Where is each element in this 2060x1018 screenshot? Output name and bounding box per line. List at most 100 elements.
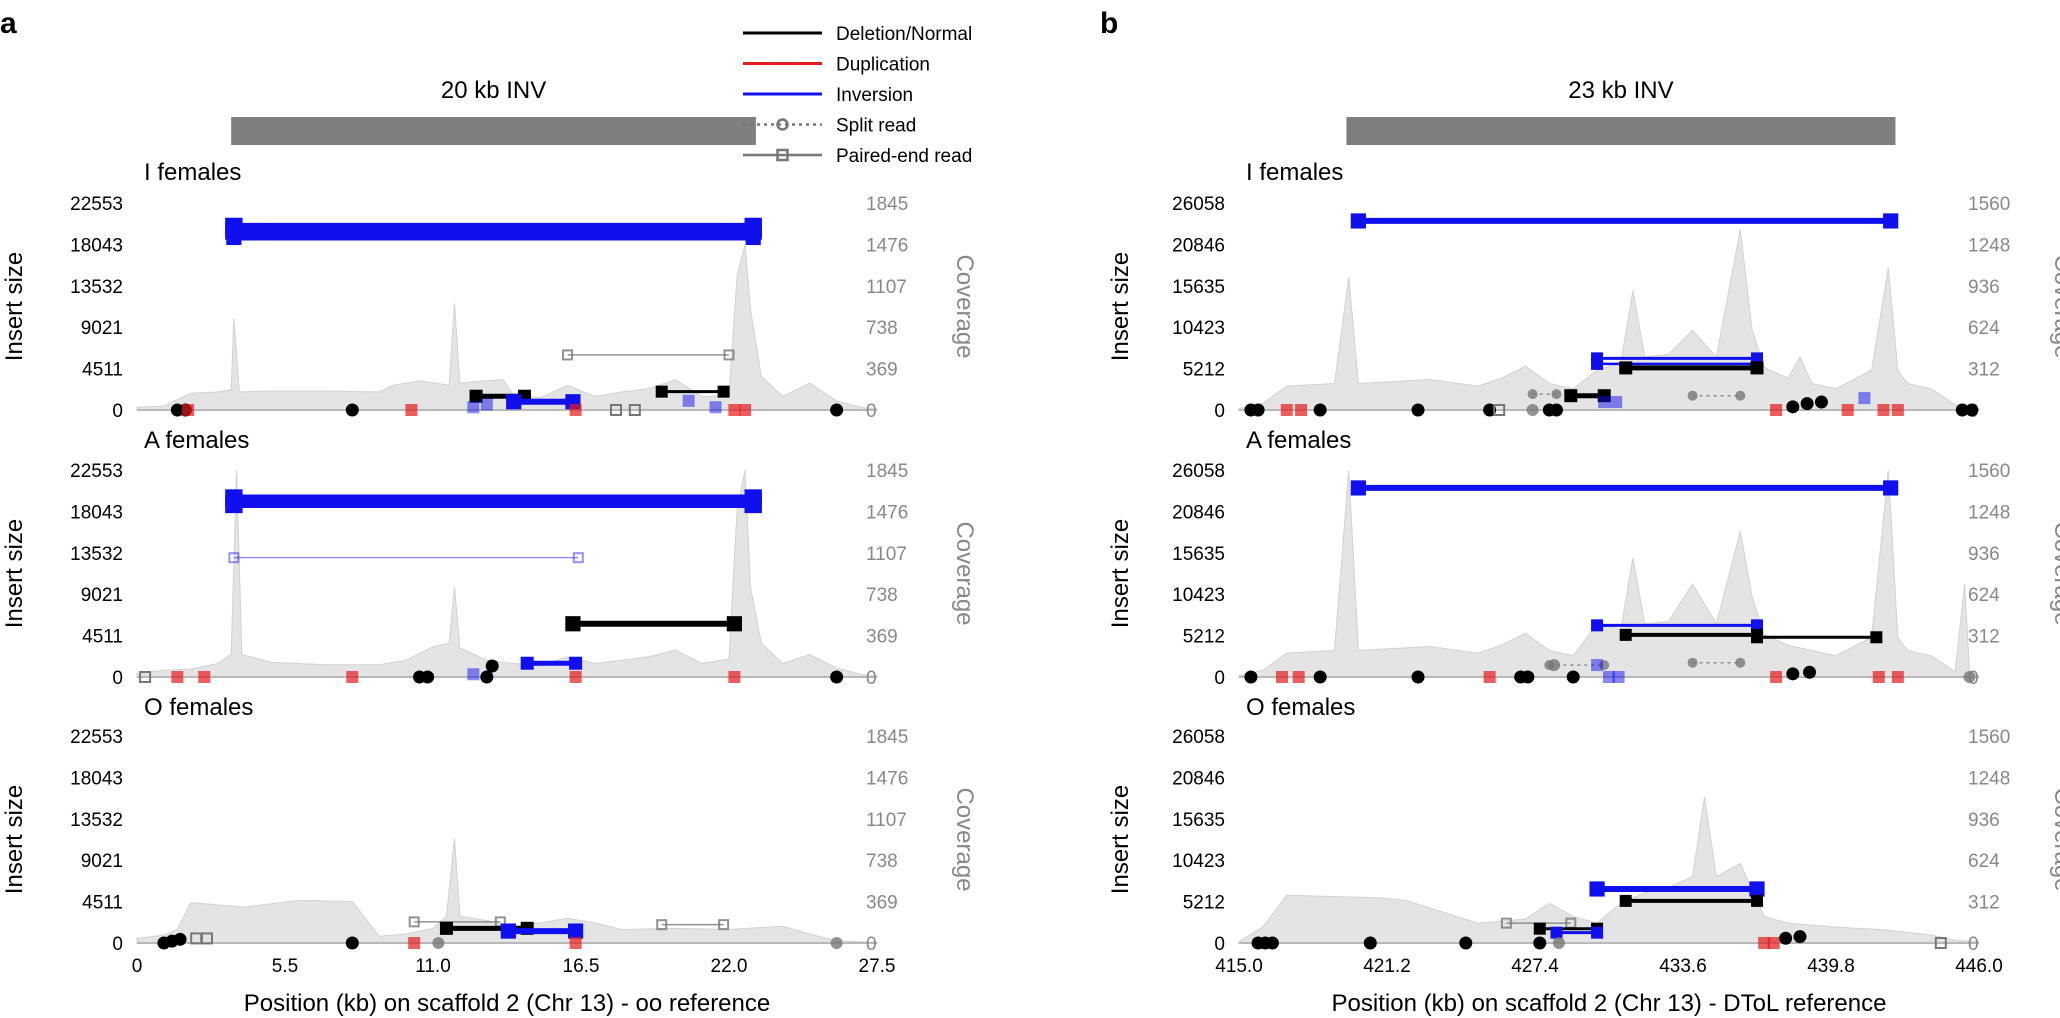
coverage-tick-label: 1560 xyxy=(1968,461,2010,482)
deletion-marker xyxy=(1265,936,1279,950)
split-read-marker xyxy=(432,937,445,949)
split-read-marker xyxy=(1527,389,1538,400)
inversion-bar xyxy=(231,117,756,145)
y-tick-label: 10423 xyxy=(1172,851,1225,872)
coverage-tick-label: 738 xyxy=(866,318,898,339)
read-end-marker xyxy=(565,616,581,632)
paired-end-marker xyxy=(139,671,152,683)
read-end-marker xyxy=(568,923,584,939)
y-tick-label: 10423 xyxy=(1172,585,1225,606)
y-tick-label: 13532 xyxy=(70,544,123,565)
deletion-marker xyxy=(485,659,499,673)
deletion-marker xyxy=(421,670,435,684)
read-end-marker xyxy=(506,394,522,410)
read-end-marker xyxy=(500,923,516,939)
deletion-marker xyxy=(1363,936,1377,950)
read-end-marker xyxy=(520,656,534,670)
inversion-label: 23 kb INV xyxy=(1568,77,1673,104)
read-end-marker xyxy=(718,919,730,931)
row-a-females: A females0521210423156352084626058031262… xyxy=(1107,427,2060,689)
split-read-marker xyxy=(1687,390,1698,401)
read-end-marker xyxy=(1883,480,1899,496)
deletion-marker xyxy=(1955,403,1969,417)
coverage-area xyxy=(1238,229,1980,411)
x-tick-label: 0 xyxy=(132,956,143,977)
split-read-marker xyxy=(1735,390,1746,401)
coverage-tick-label: 936 xyxy=(1968,544,2000,565)
coverage-tick-label: 369 xyxy=(866,893,898,914)
row-title: I females xyxy=(1246,159,1343,186)
coverage-tick-label: 1476 xyxy=(866,502,908,523)
y-tick-label: 26058 xyxy=(1172,461,1225,482)
y-tick-label: 15635 xyxy=(1172,544,1225,565)
coverage-area xyxy=(136,838,878,944)
x-tick-label: 433.6 xyxy=(1659,956,1707,977)
read-end-marker xyxy=(1619,361,1633,375)
y-tick-label: 22553 xyxy=(70,194,123,215)
y-tick-label: 10423 xyxy=(1172,318,1225,339)
y-tick-label: 0 xyxy=(1214,401,1225,422)
inversion-label: 20 kb INV xyxy=(441,77,546,104)
duplication-marker xyxy=(1280,404,1293,416)
read-end-marker xyxy=(1751,894,1763,907)
split-read-marker xyxy=(1552,937,1565,949)
read-end-marker xyxy=(1870,631,1883,644)
y-tick-label: 15635 xyxy=(1172,810,1225,831)
panel-b: b 23 kb INV I females 0 5212 10423 15635 20846 2… xyxy=(1100,7,2060,1017)
coverage-tick-label: 1560 xyxy=(1968,727,2010,748)
inversion-marker xyxy=(709,401,722,414)
y-tick-label: 4511 xyxy=(82,360,123,381)
row-title: A females xyxy=(144,427,249,454)
x-tick-label: 27.5 xyxy=(859,956,896,977)
coverage-area xyxy=(1238,469,1980,678)
row-title: I females xyxy=(144,159,241,186)
coverage-axis-title: Coverage xyxy=(951,787,978,891)
read-end-marker xyxy=(1591,619,1604,632)
inversion-marker xyxy=(1591,659,1604,672)
read-end-marker xyxy=(226,229,242,246)
read-end-marker xyxy=(225,495,243,514)
duplication-marker xyxy=(1872,671,1885,683)
coverage-tick-label: 1476 xyxy=(866,768,908,789)
duplication-marker xyxy=(1295,404,1308,416)
inversion-bar xyxy=(1346,117,1896,145)
read-end-marker xyxy=(1749,881,1765,897)
deletion-marker xyxy=(1244,670,1258,684)
y-tick-label: 15635 xyxy=(1172,277,1225,298)
deletion-marker xyxy=(1566,670,1580,684)
duplication-marker xyxy=(569,671,582,683)
deletion-marker xyxy=(1459,936,1473,950)
duplication-marker xyxy=(1877,404,1890,416)
coverage-tick-label: 624 xyxy=(1968,585,2000,606)
x-tick-label: 415.0 xyxy=(1215,956,1263,977)
coverage-axis-title: Coverage xyxy=(2049,254,2060,358)
read-end-marker xyxy=(655,385,668,398)
legend-label: Deletion/Normal xyxy=(836,24,972,45)
y-tick-label: 0 xyxy=(112,401,123,422)
duplication-marker xyxy=(1891,404,1904,416)
y-axis-title: Insert size xyxy=(1107,519,1134,628)
row-o-females: O females 0 5212 10423 15635 20846 26058 0 312 62… xyxy=(1107,694,2060,955)
inversion-marker xyxy=(682,394,695,407)
y-axis-title: Insert size xyxy=(1,252,28,361)
coverage-tick-label: 369 xyxy=(866,360,898,381)
y-tick-label: 4511 xyxy=(82,627,123,648)
deletion-marker xyxy=(1965,403,1979,417)
coverage-tick-label: 312 xyxy=(1968,360,2000,381)
y-tick-label: 9021 xyxy=(81,585,123,606)
panel-label: b xyxy=(1100,7,1118,40)
x-tick-label: 421.2 xyxy=(1363,956,1411,977)
legend-label: Duplication xyxy=(836,55,930,76)
duplication-marker xyxy=(1483,671,1496,683)
coverage-tick-label: 0 xyxy=(866,668,877,689)
deletion-marker xyxy=(1549,403,1563,417)
duplication-marker xyxy=(346,671,359,683)
y-tick-label: 0 xyxy=(112,934,123,955)
duplication-marker xyxy=(569,937,582,949)
read-end-marker xyxy=(439,921,453,935)
paired-end-marker xyxy=(609,404,622,416)
split-read-marker xyxy=(1526,404,1539,416)
legend: Deletion/Normal Duplication Inversion Split… xyxy=(743,24,972,167)
read-end-marker xyxy=(1751,619,1763,632)
